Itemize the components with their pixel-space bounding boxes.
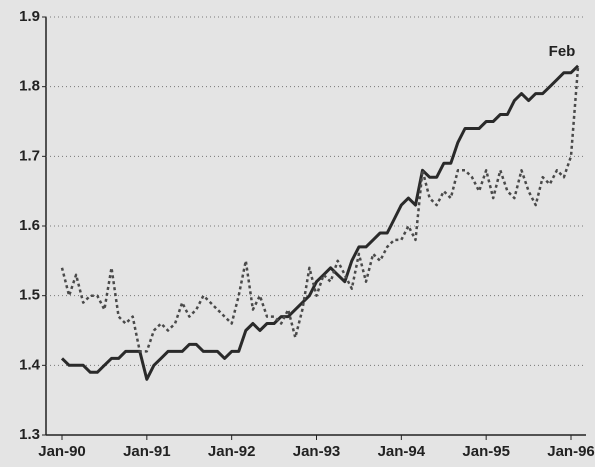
- y-tick-label: 1.5: [19, 287, 40, 304]
- x-tick-label: Jan-91: [123, 443, 171, 460]
- series-line: [60, 65, 580, 353]
- x-tick-label: Jan-92: [208, 443, 256, 460]
- y-tick-label: 1.4: [19, 356, 41, 373]
- x-tick-label: Jan-94: [378, 443, 426, 460]
- y-tick-label: 1.9: [19, 8, 40, 25]
- x-tick-label: Jan-95: [462, 443, 510, 460]
- y-tick-label: 1.3: [19, 426, 40, 443]
- y-tick-label: 1.6: [19, 217, 40, 234]
- series-line: [60, 64, 580, 381]
- x-tick-label: Jan-96: [547, 443, 595, 460]
- y-tick-label: 1.8: [19, 78, 40, 95]
- x-tick-label: Jan-93: [293, 443, 341, 460]
- x-tick-label: Jan-90: [38, 443, 86, 460]
- annotation: Feb: [549, 43, 576, 60]
- y-tick-label: 1.7: [19, 147, 40, 164]
